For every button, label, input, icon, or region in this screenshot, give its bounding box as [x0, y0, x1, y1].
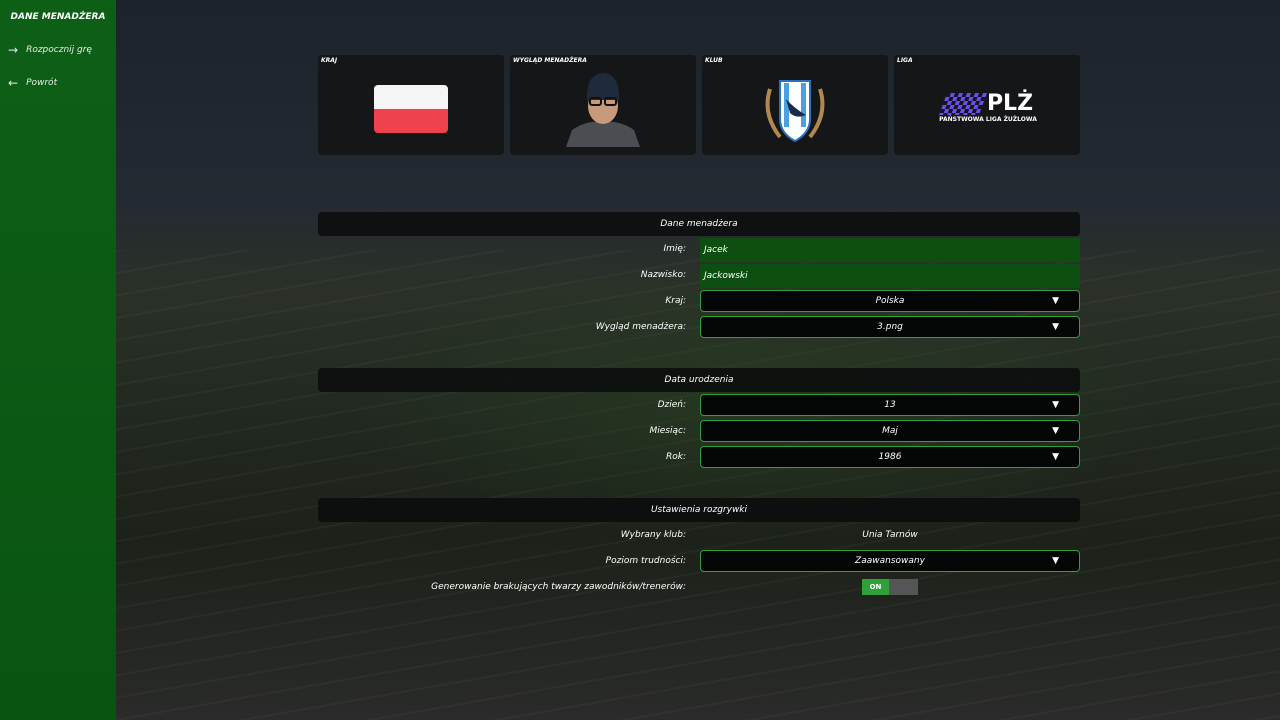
appearance-label: Wygląd menadżera:	[595, 322, 686, 332]
year-label: Rok:	[665, 452, 686, 462]
first-name-label: Imię:	[663, 244, 687, 254]
league-full-name: PAŃSTWOWA LIGA ŻUŻLOWA	[939, 116, 1037, 123]
league-card: LIGA PLŻ PAŃSTWOWA LIGA ŻUŻLOWA	[894, 55, 1080, 155]
club-card: KLUB	[702, 55, 888, 155]
chevron-down-icon: ▼	[1052, 426, 1059, 436]
arrow-right-icon: →	[8, 43, 19, 57]
last-name-input[interactable]: Jackowski	[700, 264, 1080, 288]
start-game-label: Rozpocznij grę	[26, 45, 92, 55]
manager-section-header: Dane menadżera	[318, 212, 1080, 236]
chevron-down-icon: ▼	[1052, 400, 1059, 410]
day-value: 13	[884, 400, 896, 410]
difficulty-value: Zaawansowany	[855, 556, 925, 566]
month-label: Miesiąc:	[649, 426, 687, 436]
country-value: Polska	[875, 296, 905, 306]
checkered-flag-icon	[938, 92, 987, 115]
card-label: KLUB	[705, 57, 723, 64]
back-label: Powrót	[26, 78, 58, 88]
toggle-on-label: ON	[862, 579, 889, 595]
country-card: KRAJ	[318, 55, 504, 155]
month-select[interactable]: Maj ▼	[700, 420, 1080, 442]
day-label: Dzień:	[657, 400, 686, 410]
back-button[interactable]: ← Powrót	[8, 76, 57, 90]
start-game-button[interactable]: → Rozpocznij grę	[8, 43, 92, 57]
sidebar-title: DANE MENADŻERA	[10, 12, 106, 22]
club-label: Wybrany klub:	[620, 530, 686, 540]
year-value: 1986	[878, 452, 902, 462]
country-label: Kraj:	[665, 296, 686, 306]
league-logo-text: PLŻ	[986, 91, 1034, 116]
faces-label: Generowanie brakujących twarzy zawodnikó…	[431, 582, 686, 592]
first-name-input[interactable]: Jacek	[700, 238, 1080, 262]
chevron-down-icon: ▼	[1052, 322, 1059, 332]
league-logo: PLŻ PAŃSTWOWA LIGA ŻUŻLOWA	[938, 91, 1038, 123]
month-value: Maj	[882, 426, 898, 436]
last-name-label: Nazwisko:	[640, 270, 686, 280]
stadium-background	[116, 250, 1280, 720]
card-label: KRAJ	[321, 57, 338, 64]
day-select[interactable]: 13 ▼	[700, 394, 1080, 416]
difficulty-select[interactable]: Zaawansowany ▼	[700, 550, 1080, 572]
birth-section-header: Data urodzenia	[318, 368, 1080, 392]
chevron-down-icon: ▼	[1052, 556, 1059, 566]
club-crest-icon	[765, 80, 825, 143]
club-value: Unia Tarnów	[862, 530, 918, 540]
card-label: WYGLĄD MENADŻERA	[513, 57, 587, 64]
poland-flag	[374, 85, 448, 133]
faces-toggle[interactable]: ON	[862, 579, 918, 595]
country-select[interactable]: Polska ▼	[700, 290, 1080, 312]
appearance-value: 3.png	[877, 322, 903, 332]
chevron-down-icon: ▼	[1052, 296, 1059, 306]
manager-portrait	[566, 73, 640, 147]
card-label: LIGA	[897, 57, 913, 64]
difficulty-label: Poziom trudności:	[605, 556, 686, 566]
arrow-left-icon: ←	[8, 76, 19, 90]
year-select[interactable]: 1986 ▼	[700, 446, 1080, 468]
settings-section-header: Ustawienia rozgrywki	[318, 498, 1080, 522]
sidebar: DANE MENADŻERA → Rozpocznij grę ← Powrót	[0, 0, 116, 720]
appearance-select[interactable]: 3.png ▼	[700, 316, 1080, 338]
chevron-down-icon: ▼	[1052, 452, 1059, 462]
appearance-card: WYGLĄD MENADŻERA	[510, 55, 696, 155]
